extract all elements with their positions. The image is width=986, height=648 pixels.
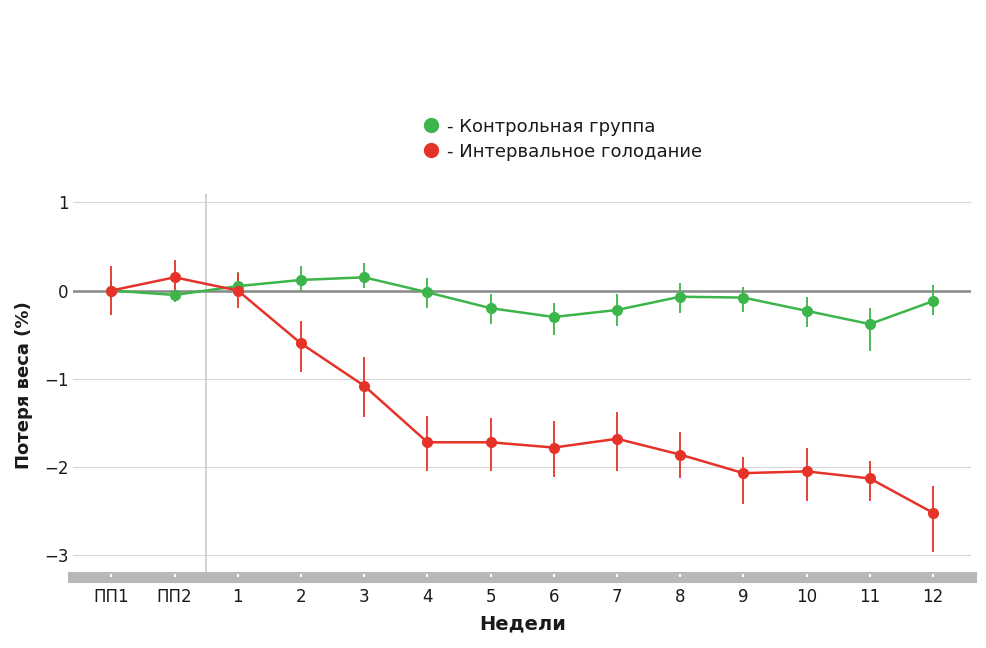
X-axis label: Недели: Недели [479, 614, 566, 633]
Legend: - Контрольная группа, - Интервальное голодание: - Контрольная группа, - Интервальное гол… [424, 118, 702, 161]
Y-axis label: Потеря веса (%): Потеря веса (%) [15, 301, 33, 469]
